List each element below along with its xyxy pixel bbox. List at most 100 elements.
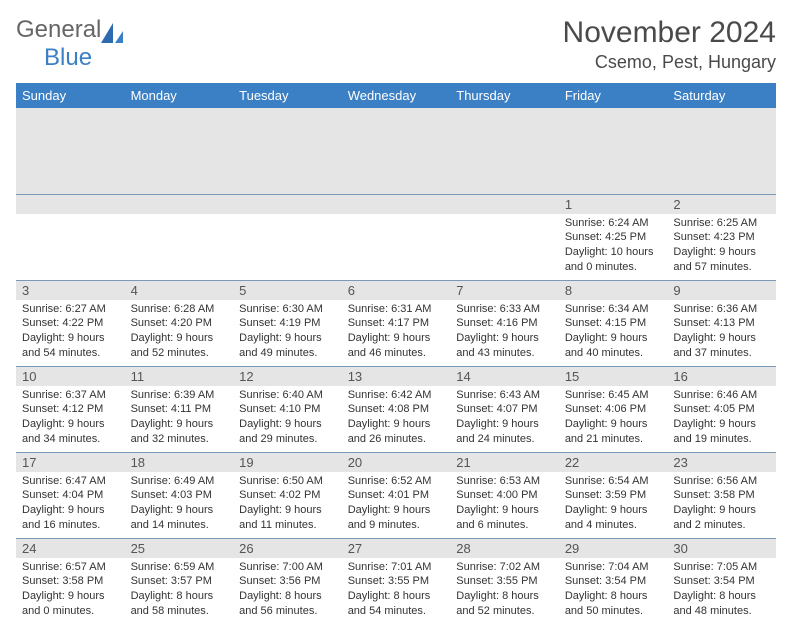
day-sunset: Sunset: 4:00 PM (456, 488, 553, 503)
day-daylight1: Daylight: 8 hours (565, 589, 662, 604)
day-daylight2: and 56 minutes. (239, 604, 336, 619)
day-details: Sunrise: 6:25 AMSunset: 4:23 PMDaylight:… (667, 214, 776, 279)
day-daylight2: and 46 minutes. (348, 346, 445, 361)
location: Csemo, Pest, Hungary (563, 52, 776, 73)
calendar-cell (233, 194, 342, 280)
day-details: Sunrise: 6:39 AMSunset: 4:11 PMDaylight:… (125, 386, 234, 451)
day-sunset: Sunset: 4:11 PM (131, 402, 228, 417)
day-daylight2: and 50 minutes. (565, 604, 662, 619)
day-sunset: Sunset: 4:03 PM (131, 488, 228, 503)
calendar-cell: 20Sunrise: 6:52 AMSunset: 4:01 PMDayligh… (342, 452, 451, 538)
weekday-header: Tuesday (233, 83, 342, 108)
day-sunrise: Sunrise: 6:52 AM (348, 474, 445, 489)
day-daylight1: Daylight: 8 hours (131, 589, 228, 604)
day-daylight2: and 29 minutes. (239, 432, 336, 447)
day-number: 20 (342, 453, 451, 472)
day-details: Sunrise: 6:43 AMSunset: 4:07 PMDaylight:… (450, 386, 559, 451)
day-daylight2: and 26 minutes. (348, 432, 445, 447)
day-number: 19 (233, 453, 342, 472)
day-details: Sunrise: 6:53 AMSunset: 4:00 PMDaylight:… (450, 472, 559, 537)
day-number: 24 (16, 539, 125, 558)
day-sunrise: Sunrise: 6:54 AM (565, 474, 662, 489)
day-daylight2: and 48 minutes. (673, 604, 770, 619)
day-daylight2: and 4 minutes. (565, 518, 662, 533)
calendar-cell: 9Sunrise: 6:36 AMSunset: 4:13 PMDaylight… (667, 280, 776, 366)
day-sunrise: Sunrise: 6:27 AM (22, 302, 119, 317)
day-sunset: Sunset: 3:58 PM (22, 574, 119, 589)
calendar-week-row: 10Sunrise: 6:37 AMSunset: 4:12 PMDayligh… (16, 366, 776, 452)
day-number: 21 (450, 453, 559, 472)
calendar-cell: 4Sunrise: 6:28 AMSunset: 4:20 PMDaylight… (125, 280, 234, 366)
day-sunrise: Sunrise: 6:49 AM (131, 474, 228, 489)
day-sunset: Sunset: 4:16 PM (456, 316, 553, 331)
day-daylight1: Daylight: 9 hours (673, 331, 770, 346)
day-daylight1: Daylight: 9 hours (348, 503, 445, 518)
day-sunrise: Sunrise: 6:30 AM (239, 302, 336, 317)
day-number: 11 (125, 367, 234, 386)
day-number: 22 (559, 453, 668, 472)
day-sunset: Sunset: 4:07 PM (456, 402, 553, 417)
logo: General Blue (16, 16, 125, 72)
day-details: Sunrise: 7:05 AMSunset: 3:54 PMDaylight:… (667, 558, 776, 623)
day-sunrise: Sunrise: 6:37 AM (22, 388, 119, 403)
day-number: 2 (667, 195, 776, 214)
day-number: 14 (450, 367, 559, 386)
calendar-body: 1Sunrise: 6:24 AMSunset: 4:25 PMDaylight… (16, 108, 776, 624)
calendar-cell: 3Sunrise: 6:27 AMSunset: 4:22 PMDaylight… (16, 280, 125, 366)
day-details: Sunrise: 6:52 AMSunset: 4:01 PMDaylight:… (342, 472, 451, 537)
day-sunset: Sunset: 3:54 PM (565, 574, 662, 589)
calendar-cell: 21Sunrise: 6:53 AMSunset: 4:00 PMDayligh… (450, 452, 559, 538)
day-number (233, 195, 342, 214)
calendar-cell: 1Sunrise: 6:24 AMSunset: 4:25 PMDaylight… (559, 194, 668, 280)
day-details: Sunrise: 6:33 AMSunset: 4:16 PMDaylight:… (450, 300, 559, 365)
logo-text-2: Blue (44, 44, 92, 71)
day-sunrise: Sunrise: 7:01 AM (348, 560, 445, 575)
day-sunrise: Sunrise: 6:34 AM (565, 302, 662, 317)
day-number: 16 (667, 367, 776, 386)
day-sunset: Sunset: 4:10 PM (239, 402, 336, 417)
weekday-header: Thursday (450, 83, 559, 108)
day-daylight1: Daylight: 9 hours (239, 503, 336, 518)
day-sunrise: Sunrise: 6:46 AM (673, 388, 770, 403)
day-daylight2: and 54 minutes. (22, 346, 119, 361)
day-daylight1: Daylight: 8 hours (348, 589, 445, 604)
day-daylight2: and 19 minutes. (673, 432, 770, 447)
day-details: Sunrise: 7:00 AMSunset: 3:56 PMDaylight:… (233, 558, 342, 623)
day-sunrise: Sunrise: 7:05 AM (673, 560, 770, 575)
calendar-cell: 11Sunrise: 6:39 AMSunset: 4:11 PMDayligh… (125, 366, 234, 452)
day-daylight1: Daylight: 8 hours (673, 589, 770, 604)
day-daylight2: and 34 minutes. (22, 432, 119, 447)
calendar-table: SundayMondayTuesdayWednesdayThursdayFrid… (16, 83, 776, 624)
weekday-header: Monday (125, 83, 234, 108)
day-details: Sunrise: 6:40 AMSunset: 4:10 PMDaylight:… (233, 386, 342, 451)
day-details: Sunrise: 6:49 AMSunset: 4:03 PMDaylight:… (125, 472, 234, 537)
weekday-header: Wednesday (342, 83, 451, 108)
day-daylight2: and 6 minutes. (456, 518, 553, 533)
day-daylight2: and 32 minutes. (131, 432, 228, 447)
day-details: Sunrise: 6:45 AMSunset: 4:06 PMDaylight:… (559, 386, 668, 451)
calendar-header-row: SundayMondayTuesdayWednesdayThursdayFrid… (16, 83, 776, 108)
calendar-cell: 12Sunrise: 6:40 AMSunset: 4:10 PMDayligh… (233, 366, 342, 452)
day-sunrise: Sunrise: 6:33 AM (456, 302, 553, 317)
calendar-week-row: 3Sunrise: 6:27 AMSunset: 4:22 PMDaylight… (16, 280, 776, 366)
day-sunset: Sunset: 4:13 PM (673, 316, 770, 331)
calendar-cell: 19Sunrise: 6:50 AMSunset: 4:02 PMDayligh… (233, 452, 342, 538)
calendar-cell (16, 194, 125, 280)
calendar-week-row: 1Sunrise: 6:24 AMSunset: 4:25 PMDaylight… (16, 194, 776, 280)
day-number: 13 (342, 367, 451, 386)
day-daylight1: Daylight: 8 hours (239, 589, 336, 604)
day-details: Sunrise: 6:50 AMSunset: 4:02 PMDaylight:… (233, 472, 342, 537)
day-number: 30 (667, 539, 776, 558)
day-number: 15 (559, 367, 668, 386)
day-sunset: Sunset: 3:54 PM (673, 574, 770, 589)
day-daylight1: Daylight: 9 hours (348, 417, 445, 432)
day-daylight1: Daylight: 10 hours (565, 245, 662, 260)
day-sunset: Sunset: 4:05 PM (673, 402, 770, 417)
day-sunrise: Sunrise: 7:02 AM (456, 560, 553, 575)
day-daylight2: and 52 minutes. (131, 346, 228, 361)
day-details: Sunrise: 6:47 AMSunset: 4:04 PMDaylight:… (16, 472, 125, 537)
calendar-week-row: 24Sunrise: 6:57 AMSunset: 3:58 PMDayligh… (16, 538, 776, 624)
day-number: 17 (16, 453, 125, 472)
day-daylight2: and 16 minutes. (22, 518, 119, 533)
calendar-cell: 29Sunrise: 7:04 AMSunset: 3:54 PMDayligh… (559, 538, 668, 624)
